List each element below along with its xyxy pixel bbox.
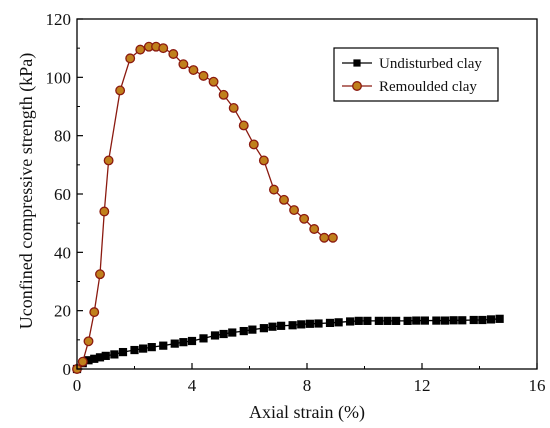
data-point — [469, 315, 478, 325]
data-point — [319, 232, 330, 243]
series-line — [76, 318, 500, 370]
legend-marker — [353, 59, 361, 67]
data-point — [130, 345, 139, 355]
data-point — [314, 319, 323, 328]
data-point — [179, 338, 188, 347]
x-tick-label: 12 — [414, 376, 431, 395]
data-point — [99, 206, 110, 217]
y-tick-label: 80 — [54, 127, 71, 146]
data-point — [139, 344, 148, 353]
x-tick-label: 8 — [303, 376, 312, 395]
data-point — [238, 120, 249, 131]
y-tick-label: 60 — [54, 185, 71, 204]
data-point — [89, 307, 100, 318]
data-point — [248, 139, 259, 150]
y-tick-label: 100 — [46, 68, 72, 87]
x-tick-label: 4 — [188, 376, 197, 395]
data-point — [392, 316, 401, 325]
data-point — [159, 341, 168, 350]
x-tick-label: 16 — [529, 376, 546, 395]
data-point — [118, 347, 128, 357]
x-axis-title: Axial strain (%) — [249, 402, 365, 423]
data-point — [77, 356, 88, 367]
legend-box — [333, 47, 499, 102]
data-point — [83, 336, 94, 347]
data-point — [299, 213, 310, 224]
y-tick-label: 40 — [54, 243, 71, 262]
data-point — [309, 224, 320, 234]
data-point — [125, 53, 136, 64]
series-remoulded-clay — [72, 41, 338, 374]
series-undisturbed-clay — [72, 314, 504, 374]
data-point — [218, 89, 229, 100]
data-point — [258, 155, 269, 166]
data-point — [158, 43, 169, 54]
data-point — [239, 326, 248, 336]
data-point — [268, 322, 277, 331]
data-point — [228, 328, 237, 337]
data-point — [115, 85, 126, 96]
data-point — [110, 350, 119, 359]
data-point — [198, 70, 209, 81]
data-point — [268, 184, 279, 195]
legend-label: Remoulded clay — [379, 79, 477, 95]
data-point — [412, 316, 421, 325]
data-point — [103, 155, 114, 166]
x-tick-label: 0 — [73, 376, 82, 395]
y-tick-label: 120 — [46, 10, 72, 29]
data-point — [170, 339, 179, 348]
data-point — [187, 336, 197, 346]
data-point — [327, 232, 338, 243]
data-point — [495, 314, 504, 323]
data-point — [289, 205, 300, 215]
data-point — [486, 315, 496, 324]
data-point — [305, 319, 314, 328]
data-point — [297, 320, 306, 329]
data-point — [334, 318, 343, 327]
data-point — [346, 317, 355, 326]
data-point — [277, 321, 286, 330]
data-point — [168, 49, 179, 59]
data-point — [440, 316, 450, 325]
data-point — [363, 316, 372, 325]
data-point — [478, 315, 487, 325]
y-tick-label: 0 — [63, 360, 72, 379]
data-point — [147, 343, 156, 352]
data-point — [279, 194, 289, 205]
data-point — [219, 329, 228, 339]
data-point — [208, 76, 219, 87]
y-axis-title: Uconfined compressive strength (kPa) — [16, 53, 37, 329]
data-point — [403, 316, 412, 325]
data-point — [248, 325, 257, 334]
data-point — [210, 331, 220, 340]
legend: Undisturbed clay Remoulded clay — [333, 47, 499, 102]
data-point — [135, 44, 146, 55]
data-point — [95, 269, 105, 280]
axes: 0 4 8 12 16 0 20 40 60 80 100 120 — [46, 10, 546, 395]
data-point — [288, 321, 297, 330]
plot-area — [72, 41, 504, 374]
legend-label: Undisturbed clay — [379, 56, 482, 72]
data-point — [188, 65, 199, 75]
data-point — [199, 334, 208, 343]
data-point — [449, 316, 458, 325]
data-point — [458, 316, 467, 325]
data-point — [228, 103, 239, 113]
data-point — [178, 59, 189, 70]
data-point — [354, 316, 363, 325]
data-point — [325, 318, 335, 328]
data-point — [420, 316, 429, 325]
data-point — [101, 351, 110, 360]
data-point — [259, 324, 268, 333]
data-point — [383, 316, 392, 325]
data-point — [374, 316, 383, 325]
legend-marker — [352, 81, 362, 91]
y-tick-label: 20 — [54, 302, 71, 321]
data-point — [432, 316, 441, 325]
